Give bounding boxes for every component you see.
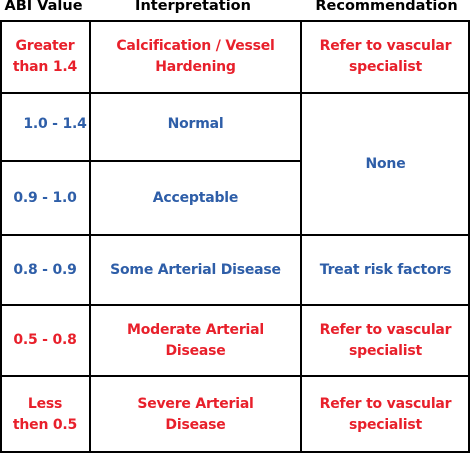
- cell-interpretation-row-5: Moderate Arterial Disease: [90, 305, 301, 376]
- border-top: [0, 20, 470, 22]
- cell-interpretation-row-2: Normal: [90, 93, 301, 161]
- header-abi-value: ABI Value: [4, 0, 83, 14]
- table-header: ABI Value Interpretation Recommendation: [0, 0, 470, 20]
- abi-value: Less then 0.5: [12, 395, 78, 433]
- abi-value: 0.5 - 0.8: [13, 332, 77, 348]
- recommendation-text: Refer to vascular specialist: [319, 395, 452, 433]
- abi-value: Greater than 1.4: [12, 37, 78, 75]
- interpretation-text: Acceptable: [152, 189, 239, 206]
- cell-abi-row-5: 0.5 - 0.8: [0, 305, 90, 376]
- abi-table: Greater than 1.4 Calcification / Vessel …: [0, 20, 470, 453]
- row-divider-2: [0, 160, 302, 162]
- cell-recommendation-row-4: Treat risk factors: [301, 235, 470, 305]
- abi-value: 0.8 - 0.9: [13, 261, 77, 278]
- interpretation-text: Calcification / Vessel Hardening: [116, 37, 275, 75]
- header-recommendation: Recommendation: [315, 0, 458, 14]
- cell-interpretation-row-3: Acceptable: [90, 161, 301, 235]
- row-divider-3: [0, 234, 470, 236]
- cell-abi-row-1: Greater than 1.4: [0, 20, 90, 93]
- abi-value: 0.9 - 1.0: [13, 189, 77, 206]
- cell-interpretation-row-1: Calcification / Vessel Hardening: [90, 20, 301, 93]
- cell-recommendation-row-6: Refer to vascular specialist: [301, 376, 470, 453]
- border-right: [468, 20, 470, 453]
- cell-interpretation-row-4: Some Arterial Disease: [90, 235, 301, 305]
- interpretation-text: Normal: [167, 115, 224, 132]
- interpretation-text: Moderate Arterial Disease: [127, 321, 264, 359]
- interpretation-text: Severe Arterial Disease: [137, 395, 254, 433]
- cell-abi-row-6: Less then 0.5: [0, 376, 90, 453]
- column-divider-1: [89, 20, 91, 453]
- header-interpretation: Interpretation: [135, 0, 251, 14]
- cell-abi-row-4: 0.8 - 0.9: [0, 235, 90, 305]
- recommendation-text: None: [365, 155, 406, 172]
- row-divider-4: [0, 304, 470, 306]
- abi-value: 1.0 - 1.4: [23, 115, 87, 132]
- cell-interpretation-row-6: Severe Arterial Disease: [90, 376, 301, 453]
- recommendation-text: Treat risk factors: [319, 261, 452, 278]
- border-bottom: [0, 451, 470, 453]
- cell-abi-row-2: 1.0 - 1.4: [0, 93, 90, 161]
- row-divider-5: [0, 375, 470, 377]
- cell-recommendation-merged: None: [301, 93, 470, 235]
- recommendation-text: Refer to vascular specialist: [319, 37, 452, 75]
- border-left: [0, 20, 2, 453]
- column-divider-2: [300, 20, 302, 453]
- recommendation-text: Refer to vascular specialist: [319, 321, 452, 359]
- cell-abi-row-3: 0.9 - 1.0: [0, 161, 90, 235]
- cell-recommendation-row-1: Refer to vascular specialist: [301, 20, 470, 93]
- interpretation-text: Some Arterial Disease: [110, 261, 281, 278]
- row-divider-1: [0, 92, 470, 94]
- cell-recommendation-row-5: Refer to vascular specialist: [301, 305, 470, 376]
